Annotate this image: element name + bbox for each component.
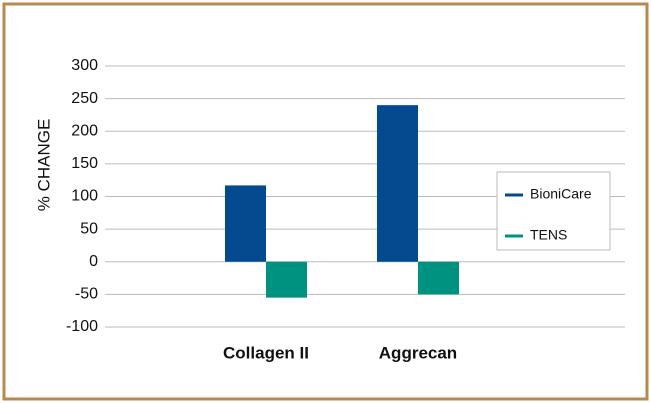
bar xyxy=(266,261,307,298)
y-tick-label: 100 xyxy=(71,188,98,205)
y-tick-label: 250 xyxy=(71,90,98,107)
bar xyxy=(418,261,459,295)
y-tick-label: -50 xyxy=(75,286,98,303)
y-tick-label: 200 xyxy=(71,122,98,139)
legend-label: BioniCare xyxy=(530,186,592,202)
y-tick-label: -100 xyxy=(66,318,98,335)
y-tick-label: 0 xyxy=(89,253,98,270)
y-axis-label: % CHANGE xyxy=(34,119,53,212)
x-tick-label: Collagen II xyxy=(223,343,309,362)
y-tick-label: 50 xyxy=(80,220,98,237)
bar xyxy=(225,185,266,262)
legend-box xyxy=(496,171,611,251)
bar xyxy=(377,105,418,262)
x-tick-label: Aggrecan xyxy=(379,343,457,362)
y-tick-label: 300 xyxy=(71,57,98,74)
y-tick-label: 150 xyxy=(71,155,98,172)
legend-label: TENS xyxy=(530,227,567,243)
